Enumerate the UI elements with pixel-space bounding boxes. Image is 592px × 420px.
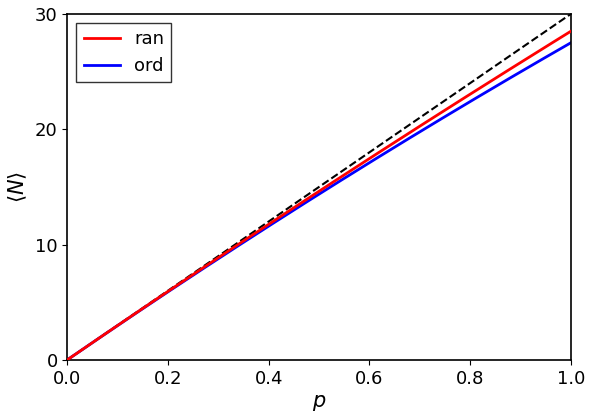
Y-axis label: $\langle N \rangle$: $\langle N \rangle$	[7, 171, 30, 203]
Line: ord: ord	[67, 43, 571, 360]
ran	[89, 340, 96, 345]
X-axis label: $p$: $p$	[312, 393, 326, 413]
ran	[567, 29, 574, 34]
ord	[308, 196, 316, 201]
ord	[567, 40, 574, 45]
ran	[308, 193, 316, 198]
ord	[295, 205, 303, 210]
ran	[552, 38, 559, 43]
ran	[553, 38, 560, 43]
ord	[64, 357, 71, 362]
ran	[295, 202, 303, 207]
ord	[460, 103, 467, 108]
ran	[460, 96, 467, 101]
Line: ran: ran	[67, 31, 571, 360]
ran	[64, 357, 71, 362]
ord	[552, 49, 559, 54]
Legend: ran, ord: ran, ord	[76, 23, 172, 82]
ord	[553, 49, 560, 54]
ord	[89, 340, 96, 345]
